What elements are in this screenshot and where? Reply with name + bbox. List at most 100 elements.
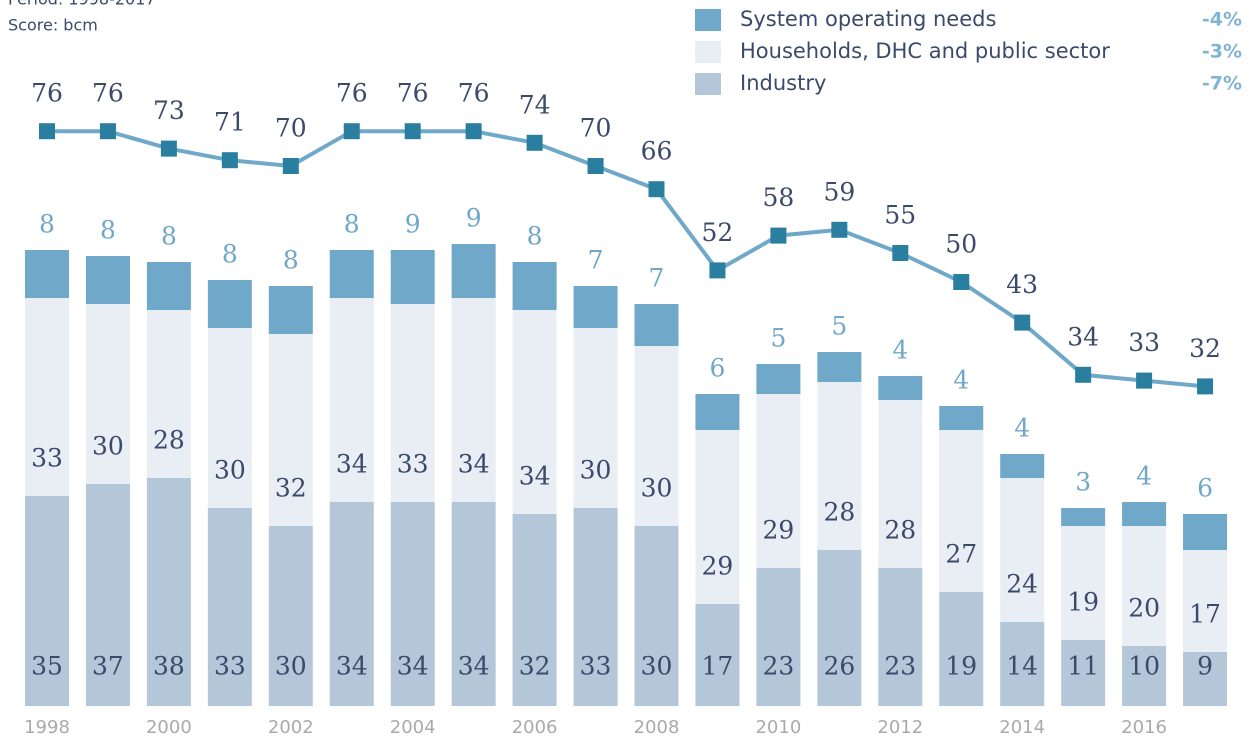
line-marker xyxy=(99,123,116,140)
data-label: 4 xyxy=(953,366,969,395)
data-label: 19 xyxy=(945,652,977,681)
bar-segment xyxy=(1122,526,1167,646)
line-marker xyxy=(587,158,604,174)
data-label: 28 xyxy=(823,498,855,527)
data-label: 28 xyxy=(153,426,185,455)
data-label: 4 xyxy=(892,336,908,365)
x-tick-label: 2002 xyxy=(268,717,314,738)
subtitle: Period: 1998-2017 xyxy=(8,0,156,9)
bar-segment xyxy=(85,256,130,304)
line-label: 76 xyxy=(92,79,124,108)
bar-segment xyxy=(1122,502,1167,526)
bar-segment xyxy=(207,280,252,328)
bar-segment xyxy=(878,568,923,706)
data-label: 32 xyxy=(275,474,307,503)
legend-change: -3% xyxy=(1202,41,1242,63)
bar-segment xyxy=(268,286,313,334)
data-label: 19 xyxy=(1067,588,1099,617)
line-marker xyxy=(1014,314,1031,331)
line-label: 66 xyxy=(641,137,673,166)
bar-segment xyxy=(329,298,374,502)
data-label: 23 xyxy=(884,652,916,681)
line-label: 76 xyxy=(458,79,490,108)
bar-segment xyxy=(25,298,69,496)
bar-segment xyxy=(451,298,496,502)
bar-segment xyxy=(1183,652,1228,706)
data-label: 8 xyxy=(39,210,55,239)
bar-segment xyxy=(695,394,740,430)
data-label: 26 xyxy=(823,652,855,681)
line-marker xyxy=(39,123,55,140)
bar-segment xyxy=(207,508,252,706)
data-label: 8 xyxy=(344,210,360,239)
data-label: 34 xyxy=(458,652,490,681)
data-label: 7 xyxy=(649,264,665,293)
data-label: 5 xyxy=(831,312,847,341)
data-label: 9 xyxy=(405,210,421,239)
data-label: 6 xyxy=(709,354,725,383)
data-label: 8 xyxy=(161,222,177,251)
line-marker xyxy=(282,158,299,174)
data-label: 8 xyxy=(527,222,543,251)
data-label: 6 xyxy=(1197,474,1213,503)
bar-segment xyxy=(634,304,679,346)
line-marker xyxy=(831,221,848,238)
line-label: 52 xyxy=(702,218,734,247)
bar-segment xyxy=(756,394,801,568)
bar-segment xyxy=(817,550,862,706)
bar-segment xyxy=(1061,508,1106,526)
line-label: 70 xyxy=(580,114,612,143)
data-label: 28 xyxy=(884,516,916,545)
data-label: 30 xyxy=(580,456,612,485)
bar-segment xyxy=(390,502,435,706)
bar-segment xyxy=(268,334,313,526)
line-label: 34 xyxy=(1067,322,1099,351)
bar-segment xyxy=(25,250,69,298)
data-label: 30 xyxy=(275,652,307,681)
x-tick-label: 2014 xyxy=(999,717,1045,738)
data-label: 33 xyxy=(580,652,612,681)
bar-segment xyxy=(268,526,313,706)
data-label: 29 xyxy=(762,516,794,545)
line-marker xyxy=(709,262,726,279)
data-label: 35 xyxy=(31,652,63,681)
bar-segment xyxy=(756,568,801,706)
data-label: 29 xyxy=(702,552,734,581)
line-marker xyxy=(953,274,970,290)
data-label: 7 xyxy=(588,246,604,275)
x-tick-label: 2000 xyxy=(146,717,192,738)
data-label: 30 xyxy=(92,432,124,461)
bar-segment xyxy=(207,328,252,508)
line-label: 76 xyxy=(336,79,368,108)
bar-segment xyxy=(634,526,679,706)
data-label: 32 xyxy=(519,652,551,681)
line-marker xyxy=(343,123,360,140)
data-label: 33 xyxy=(214,652,246,681)
data-label: 8 xyxy=(100,216,116,245)
data-label: 5 xyxy=(770,324,786,353)
data-label: 23 xyxy=(762,652,794,681)
line-marker xyxy=(648,181,665,198)
data-label: 4 xyxy=(1136,462,1152,491)
legend-swatch xyxy=(695,9,721,31)
bar-segment xyxy=(634,346,679,526)
data-label: 34 xyxy=(336,450,368,479)
data-label: 17 xyxy=(702,652,734,681)
bar-segment xyxy=(390,304,435,502)
bar-segment xyxy=(817,382,862,550)
bar-segment xyxy=(1061,640,1106,706)
bar-segment xyxy=(85,484,130,706)
legend-swatch xyxy=(695,41,721,63)
bar-segment xyxy=(695,604,740,706)
data-label: 17 xyxy=(1189,600,1221,629)
line-marker xyxy=(526,134,543,151)
data-label: 33 xyxy=(31,444,63,473)
line-marker xyxy=(1075,366,1092,383)
bar-segment xyxy=(573,508,618,706)
line-label: 33 xyxy=(1128,328,1160,357)
x-tick-label: 2010 xyxy=(755,717,801,738)
line-label: 50 xyxy=(945,230,977,259)
data-label: 30 xyxy=(641,474,673,503)
bar-segment xyxy=(1000,454,1045,478)
bar-segment xyxy=(1183,514,1228,550)
